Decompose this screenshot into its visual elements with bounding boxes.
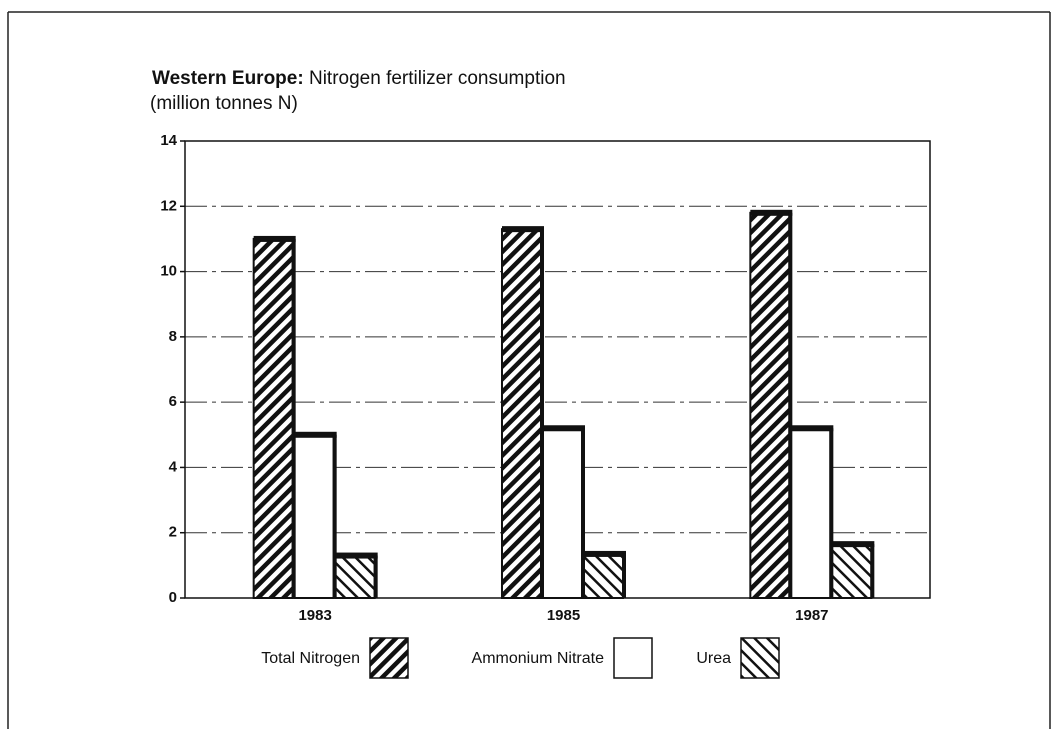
bar-shadow	[581, 428, 585, 598]
bar	[542, 427, 583, 599]
bar-cap	[791, 425, 834, 432]
bar	[790, 427, 832, 599]
bar-shadow	[829, 428, 834, 598]
bar-cap	[832, 541, 875, 548]
legend-label: Ammonium Nitrate	[472, 650, 605, 667]
bar-cap	[294, 431, 337, 438]
bar-shadow	[870, 544, 875, 598]
x-tick-label: 1985	[547, 607, 580, 624]
legend-label: Total Nitrogen	[261, 650, 360, 667]
x-tick-label: 1987	[795, 607, 828, 624]
bar-cap	[584, 550, 626, 557]
y-tick-label: 12	[160, 197, 177, 214]
bar-shadow	[622, 553, 626, 598]
y-tick-label: 0	[169, 589, 177, 606]
bar-cap	[502, 226, 544, 233]
bar	[501, 228, 542, 599]
bar	[583, 552, 624, 599]
legend-swatch	[369, 637, 409, 679]
bar-shadow	[788, 212, 793, 599]
bar-cap	[335, 552, 378, 559]
bar-cap	[543, 425, 585, 432]
legend-swatch	[613, 637, 653, 679]
legend-label: Urea	[696, 650, 731, 667]
y-tick-label: 10	[160, 263, 177, 280]
chart-subtitle: (million tonnes N)	[150, 93, 298, 114]
bar	[749, 211, 791, 599]
y-tick-label: 4	[169, 458, 178, 475]
bar	[252, 237, 294, 600]
y-tick-label: 14	[160, 132, 177, 149]
bar-cap	[253, 235, 296, 242]
bar	[831, 543, 873, 599]
bar-shadow	[332, 434, 337, 598]
title-bold: Western Europe:	[152, 68, 304, 89]
bar-cap	[750, 209, 793, 216]
legend-swatch	[740, 637, 780, 679]
x-tick-label: 1983	[298, 607, 331, 624]
frame	[7, 11, 1051, 729]
bar-shadow	[291, 238, 296, 598]
bar	[293, 433, 335, 599]
y-tick-label: 6	[169, 393, 177, 410]
bar-shadow	[540, 229, 544, 598]
y-tick-label: 8	[169, 328, 177, 345]
bar	[334, 554, 376, 599]
bar-shadow	[373, 555, 378, 598]
chart-title: Western Europe: Nitrogen fertilizer cons…	[152, 68, 566, 89]
title-rest: Nitrogen fertilizer consumption	[309, 68, 566, 89]
y-tick-label: 2	[169, 524, 177, 541]
